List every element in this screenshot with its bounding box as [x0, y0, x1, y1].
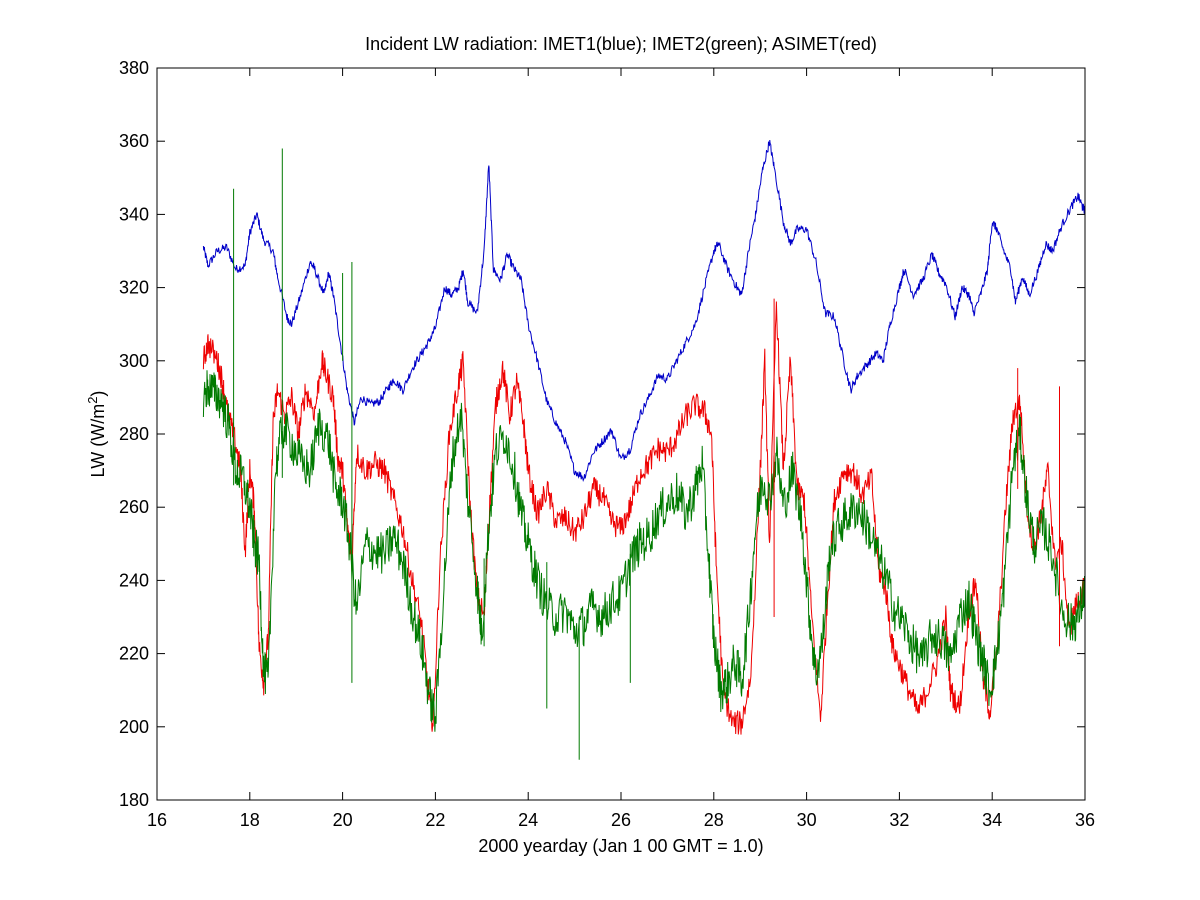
- y-tick-label: 260: [119, 497, 149, 517]
- x-tick-label: 36: [1075, 810, 1095, 830]
- y-tick-label: 280: [119, 424, 149, 444]
- x-tick-label: 18: [240, 810, 260, 830]
- x-axis-title: 2000 yearday (Jan 1 00 GMT = 1.0): [478, 836, 763, 856]
- series-line-red: [202, 301, 1086, 735]
- series-line-green: [202, 370, 1086, 732]
- y-tick-label: 300: [119, 351, 149, 371]
- x-tick-label: 16: [147, 810, 167, 830]
- x-tick-label: 24: [518, 810, 538, 830]
- x-tick-label: 32: [889, 810, 909, 830]
- y-tick-label: 340: [119, 204, 149, 224]
- x-axis-ticks: 16 18 20 22 24 26 28 30 32 34 36: [147, 68, 1095, 830]
- x-tick-label: 30: [797, 810, 817, 830]
- y-tick-label: 240: [119, 570, 149, 590]
- y-tick-label: 320: [119, 278, 149, 298]
- plot-background: [157, 68, 1085, 800]
- x-tick-label: 34: [982, 810, 1002, 830]
- y-axis-title: LW (W/m2): [85, 391, 108, 478]
- y-axis-ticks: 180 200 220 240 260 280 300 320 340 360 380: [119, 58, 1085, 810]
- y-axis-title-main: LW (W/m: [88, 404, 108, 478]
- x-tick-label: 22: [425, 810, 445, 830]
- y-axis-title-sup: 2: [85, 397, 100, 404]
- x-tick-label: 28: [704, 810, 724, 830]
- y-tick-label: 200: [119, 717, 149, 737]
- x-tick-label: 20: [333, 810, 353, 830]
- chart-title: Incident LW radiation: IMET1(blue); IMET…: [365, 34, 877, 54]
- y-tick-label: 180: [119, 790, 149, 810]
- y-tick-label: 360: [119, 131, 149, 151]
- y-tick-label: 220: [119, 644, 149, 664]
- x-tick-label: 26: [611, 810, 631, 830]
- y-axis-title-tail: ): [88, 391, 108, 397]
- series-layer: [202, 139, 1086, 760]
- y-tick-label: 380: [119, 58, 149, 78]
